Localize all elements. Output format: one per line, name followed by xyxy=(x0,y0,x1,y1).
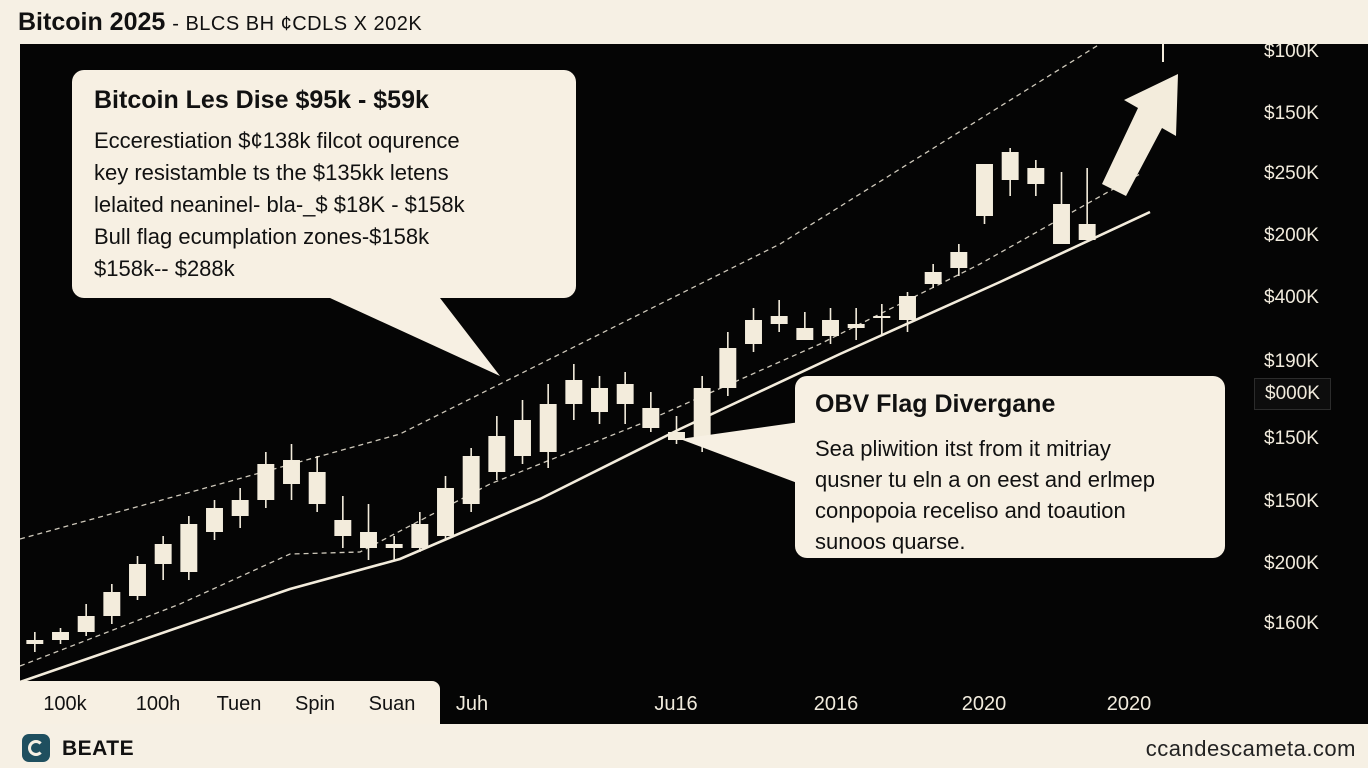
candle-body xyxy=(360,532,377,548)
candle-body xyxy=(565,380,583,404)
callout-obv: OBV Flag Divergane Sea pliwition itst fr… xyxy=(795,376,1225,558)
callout-resistance-heading: Bitcoin Les Dise $95k - $59k xyxy=(94,86,429,114)
candle-body xyxy=(437,488,454,536)
candle-body xyxy=(745,320,762,344)
brand-logo-icon xyxy=(22,734,50,762)
x-tick-label: Spin xyxy=(294,693,336,715)
candle-body xyxy=(847,324,865,328)
candle-body xyxy=(129,564,146,596)
candle-body xyxy=(385,544,403,548)
candle-body xyxy=(1053,204,1070,244)
callout-obv-line: qusner tu eln a on eest and erlmep xyxy=(815,467,1156,492)
candle-body xyxy=(206,508,223,532)
chart-title-sub: - BLCS BH ¢CDLS X 202K xyxy=(172,13,423,35)
site-url[interactable]: ccandescameta.com xyxy=(1145,736,1356,761)
candle-body xyxy=(924,272,942,284)
y-tick-label: $000K xyxy=(1254,378,1331,410)
y-tick-label: $100K xyxy=(1264,41,1319,62)
x-tick-label: 2020 xyxy=(1106,693,1152,715)
candle-body xyxy=(1001,152,1019,180)
y-tick-label: $200K xyxy=(1264,553,1319,574)
callout-obv-line: conpopoia receliso and toaution xyxy=(815,498,1126,523)
candle-body xyxy=(52,632,69,640)
upper-channel-line xyxy=(20,44,1101,540)
callout-resistance-line: Bull flag ecumplation zones-$158k xyxy=(94,224,430,249)
candle-body xyxy=(950,252,968,268)
x-tick-label: Ju16 xyxy=(654,693,698,715)
y-tick-label: $150K xyxy=(1264,491,1319,512)
candlestick-chart[interactable] xyxy=(20,44,1250,724)
candle-body xyxy=(77,616,95,632)
candle-body xyxy=(1078,224,1096,240)
candle-body xyxy=(283,460,300,484)
candle-body xyxy=(462,456,480,504)
x-axis-panel xyxy=(20,681,440,724)
candle-body xyxy=(308,472,326,504)
candle-body xyxy=(976,164,993,216)
callout-obv-pointer xyxy=(680,422,800,484)
candle-body xyxy=(154,544,172,564)
candle-body xyxy=(796,328,814,340)
y-tick-label: $150K xyxy=(1264,103,1319,124)
lower-channel-line xyxy=(20,173,1141,667)
callout-obv-line: Sea pliwition itst from it mitriay xyxy=(815,436,1111,461)
x-tick-label: Tuen xyxy=(216,693,262,715)
chart-title: Bitcoin 2025 - BLCS BH ¢CDLS X 202K xyxy=(18,8,422,37)
y-tick-label: $160K xyxy=(1264,613,1319,634)
y-tick-label: $190K xyxy=(1264,351,1319,372)
brand-name: BEATE xyxy=(62,737,135,760)
breakout-arrow-icon xyxy=(1102,74,1178,196)
y-axis: $100K $150K $250K $200K $400K $190K $000K $150K… xyxy=(1250,41,1368,724)
candle-body xyxy=(180,524,198,572)
candle-body xyxy=(26,640,44,644)
x-tick-label: 100h xyxy=(135,693,181,715)
y-tick-label: $200K xyxy=(1264,225,1319,246)
candle-body xyxy=(488,436,506,472)
callout-resistance-line: Eccerestiation $¢138k filcot oqurence xyxy=(94,128,460,153)
candle-body xyxy=(693,388,711,440)
callout-resistance-line: key resistamble ts the $135kk letens xyxy=(94,160,449,185)
candle-body xyxy=(257,464,275,500)
candle-body xyxy=(1027,168,1045,184)
x-tick-label: 2016 xyxy=(813,693,859,715)
candle-body xyxy=(899,296,916,320)
candle-body xyxy=(822,320,839,336)
y-tick-label: $250K xyxy=(1264,163,1319,184)
candle-body xyxy=(591,388,608,412)
x-tick-label: Suan xyxy=(368,693,416,715)
candle-body xyxy=(719,348,737,388)
x-tick-label: 2020 xyxy=(961,693,1007,715)
callout-obv-line: sunoos quarse. xyxy=(815,529,966,554)
support-trendline xyxy=(20,210,1151,684)
candle-body xyxy=(514,420,531,456)
y-tick-label: $400K xyxy=(1264,287,1319,308)
callout-resistance: Bitcoin Les Dise $95k - $59k Eccerestiat… xyxy=(72,70,576,298)
candle-body xyxy=(334,520,352,536)
candle-body xyxy=(770,316,788,324)
y-tick-label: $150K xyxy=(1264,428,1319,449)
candle-body xyxy=(616,384,634,404)
candle-body xyxy=(103,592,121,616)
candle-body xyxy=(873,316,891,318)
footer: BEATE ccandescameta.com xyxy=(0,724,1368,768)
x-tick-label: Juh xyxy=(455,693,489,715)
callout-resistance-line: lelaited neaninel- bla-_$ $18K - $158k xyxy=(94,192,465,217)
callout-obv-heading: OBV Flag Divergane xyxy=(815,390,1056,418)
candle-body xyxy=(411,524,429,548)
callout-resistance-pointer xyxy=(330,298,500,376)
chart-title-main: Bitcoin 2025 xyxy=(18,8,166,36)
candle-body xyxy=(642,408,660,428)
candle-body xyxy=(539,404,557,452)
candle-body xyxy=(231,500,249,516)
callout-resistance-line: $158k-- $288k xyxy=(94,256,235,281)
candle-body xyxy=(668,432,685,440)
x-tick-label: 100k xyxy=(43,693,87,715)
